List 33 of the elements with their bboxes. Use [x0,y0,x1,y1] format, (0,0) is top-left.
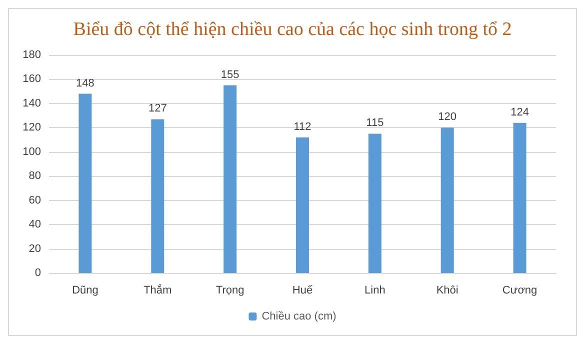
data-label: 124 [510,106,529,118]
y-tick-label: 120 [22,122,41,134]
x-tick-label: Dũng [72,284,98,296]
data-label: 155 [220,68,240,81]
data-label: 115 [366,117,384,130]
bar [513,122,526,273]
y-tick-label: 140 [22,97,41,110]
bar [440,128,454,273]
x-tick-label: Khôi [436,284,458,296]
y-tick-label: 0 [34,267,41,279]
bar [368,134,382,273]
bar [224,85,237,273]
y-tick-label: 20 [28,242,41,255]
bar [296,137,309,273]
data-label: 148 [76,77,94,90]
y-tick-label: 60 [28,194,41,206]
y-tick-label: 80 [28,170,41,182]
bar [78,94,92,273]
data-label: 120 [438,111,457,124]
x-tick-label: Linh [364,284,386,296]
x-tick-label: Huế [292,284,313,296]
y-tick-label: 160 [22,73,41,86]
y-tick-label: 180 [22,49,41,61]
x-tick-label: Cương [502,284,538,296]
bar [151,119,164,273]
data-label: 127 [148,102,167,115]
y-tick-label: 100 [22,146,41,158]
data-label: 112 [294,120,312,133]
legend-label: Chiều cao (cm) [262,310,336,322]
x-tick-label: Trọng [216,284,244,296]
y-tick-label: 40 [28,218,41,231]
chart-title: Biểu đồ cột thể hiện chiều cao của các học sinh trong tổ 2 [73,19,512,40]
x-tick-label: Thắm [144,284,172,296]
